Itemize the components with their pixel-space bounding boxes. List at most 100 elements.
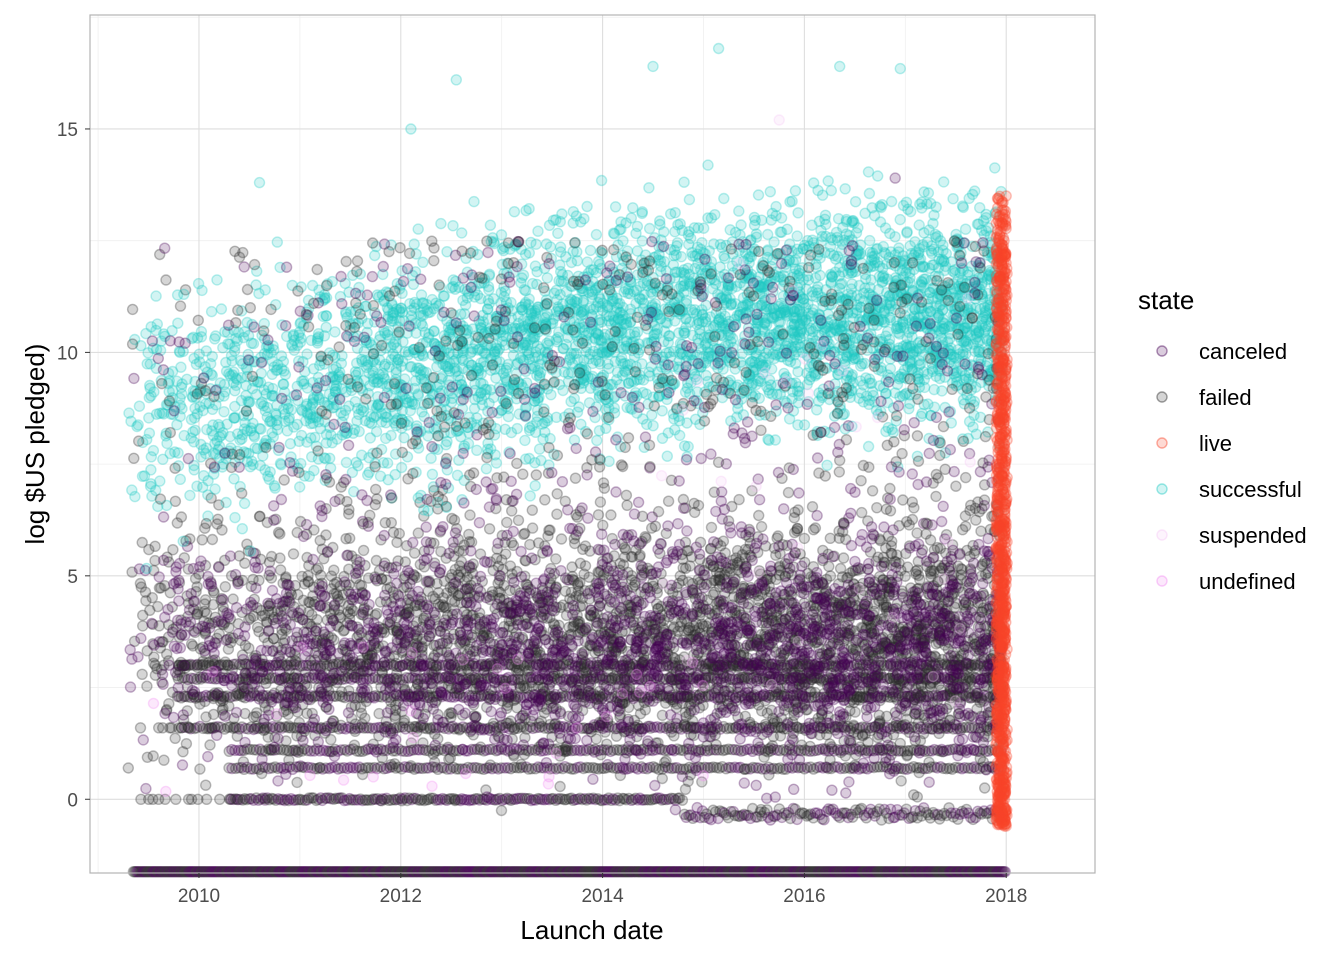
point-failed: [705, 521, 718, 534]
point-failed: [400, 866, 412, 878]
point-failed: [430, 866, 442, 878]
point-failed: [264, 866, 276, 878]
point-failed: [396, 866, 408, 878]
point-failed: [149, 866, 161, 878]
point-failed: [242, 866, 255, 878]
point-failed: [366, 866, 378, 878]
point-failed: [428, 866, 440, 878]
point-failed: [436, 866, 448, 878]
point-failed: [329, 866, 342, 878]
point-failed: [203, 866, 216, 878]
point-failed: [243, 866, 256, 878]
point-failed: [176, 866, 188, 878]
point-failed: [306, 866, 319, 878]
point-failed: [361, 866, 373, 878]
point-failed: [283, 754, 295, 766]
point-failed: [401, 866, 413, 878]
point-failed: [211, 866, 223, 878]
point-failed: [322, 866, 334, 878]
point-failed: [379, 866, 391, 878]
point-failed: [133, 866, 146, 878]
point-failed: [824, 570, 837, 582]
point-failed: [180, 866, 193, 878]
point-failed: [271, 866, 284, 878]
point-failed: [373, 866, 385, 878]
point-failed: [359, 712, 371, 724]
point-failed: [273, 866, 285, 878]
point-failed: [276, 866, 288, 878]
point-failed: [375, 866, 388, 878]
point-failed: [256, 866, 268, 878]
point-failed: [906, 496, 918, 508]
point-failed: [413, 866, 425, 878]
point-failed: [362, 866, 374, 878]
point-failed: [763, 769, 775, 781]
point-failed: [217, 866, 229, 878]
point-failed: [302, 866, 314, 878]
point-failed: [274, 552, 286, 564]
point-failed: [157, 866, 170, 878]
point-failed: [355, 866, 367, 878]
point-failed: [472, 866, 485, 878]
point-failed: [130, 866, 142, 878]
point-failed: [382, 866, 394, 878]
point-failed: [218, 866, 230, 878]
point-failed: [342, 866, 354, 878]
point-failed: [369, 866, 382, 878]
point-failed: [315, 866, 327, 878]
point-failed: [492, 866, 504, 878]
point-failed: [137, 866, 149, 878]
point-failed: [207, 598, 219, 611]
point-failed: [274, 866, 286, 878]
point-failed: [457, 866, 469, 878]
point-failed: [385, 866, 397, 878]
point-failed: [331, 866, 343, 878]
point-failed: [268, 866, 280, 878]
point-failed: [515, 758, 527, 771]
point-failed: [389, 758, 401, 770]
point-failed: [247, 711, 260, 723]
point-failed: [286, 866, 298, 878]
point-failed: [280, 866, 292, 878]
point-failed: [454, 866, 466, 878]
point-failed: [662, 495, 675, 507]
point-failed: [263, 866, 275, 878]
point-failed: [484, 866, 497, 878]
point-failed: [172, 866, 184, 878]
point-failed: [349, 866, 361, 878]
point-failed: [409, 866, 422, 878]
point-failed: [134, 722, 147, 734]
point-failed: [143, 866, 155, 878]
point-failed: [402, 866, 414, 878]
point-failed: [407, 866, 419, 878]
point-failed: [555, 533, 568, 545]
point-failed: [228, 866, 240, 878]
point-failed: [772, 530, 784, 542]
point-failed: [165, 866, 177, 878]
point-failed: [849, 706, 861, 718]
point-failed: [160, 866, 172, 878]
point-failed: [223, 866, 235, 878]
point-failed: [913, 766, 925, 779]
point-failed: [293, 866, 305, 878]
point-failed: [237, 866, 250, 878]
point-failed: [168, 866, 181, 878]
point-failed: [128, 866, 141, 878]
point-failed: [451, 866, 463, 878]
point-failed: [206, 866, 218, 878]
point-failed: [426, 866, 439, 878]
point-failed: [294, 866, 307, 878]
point-failed: [512, 514, 525, 526]
point-failed: [447, 866, 459, 878]
point-failed: [241, 866, 253, 878]
point-failed: [437, 866, 450, 878]
point-failed: [257, 866, 269, 878]
point-failed: [191, 661, 204, 674]
point-failed: [228, 721, 241, 733]
point-failed: [156, 722, 169, 734]
point-failed: [365, 866, 377, 878]
point-failed: [208, 866, 221, 878]
point-failed: [336, 866, 348, 878]
point-failed: [140, 866, 153, 878]
